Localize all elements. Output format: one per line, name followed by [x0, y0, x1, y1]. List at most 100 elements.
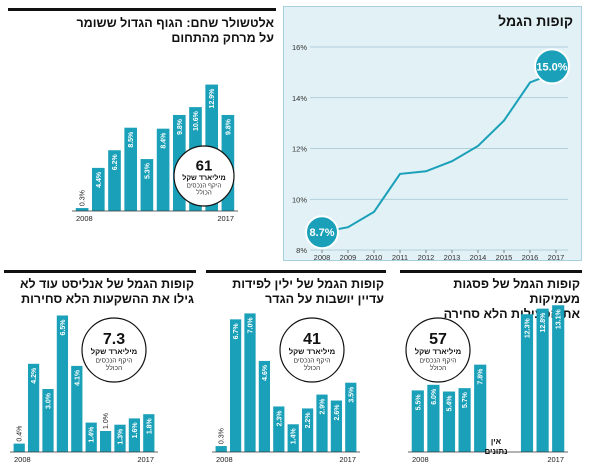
total-caption-line-1: היקף הנכסים — [187, 183, 222, 190]
bar-value-label: 8.5% — [128, 131, 135, 148]
bar — [56, 315, 69, 452]
bar — [474, 364, 487, 452]
bar-value-label: 10.6% — [193, 110, 200, 131]
yalin-title-line-2: עדיין יושבות על הגדר — [265, 292, 384, 306]
bar — [143, 414, 155, 452]
bar-value-label: 1.4% — [291, 428, 298, 445]
bar-value-label: 12.3% — [525, 317, 532, 338]
bar-value-label: 0.3% — [80, 190, 87, 206]
yalin-title: קופות הגמל של ילין לפידות עדיין יושבות ע… — [206, 277, 384, 307]
bar-value-label: 4.4% — [96, 171, 103, 188]
bar — [287, 424, 299, 452]
no-data-label-line-2: נתונים — [484, 447, 507, 456]
bar — [273, 406, 285, 452]
bar-value-label: 9.8% — [225, 118, 232, 135]
bar — [442, 391, 456, 452]
altshuler-bar-chart: 0.3% 4.4% 6.2% 8.5% 5.3% 8.4% 9.8% 10.6% 12.9% 9.… — [72, 84, 238, 223]
first-year-label: 2008 — [76, 214, 93, 223]
x-tick-label: 2016 — [522, 253, 539, 262]
total-unit: מיליארד שקל — [289, 347, 335, 356]
y-tick-label: 12% — [292, 145, 307, 154]
total-caption-line-2: הכולל — [106, 364, 123, 372]
bar — [156, 128, 170, 211]
bar-value-label: 12.8% — [540, 312, 547, 333]
psagot-panel: קופות הגמל של פסגות מעמיקות את הפעילות ה… — [400, 270, 582, 466]
yalin-title-line-1: קופות הגמל של ילין לפידות — [232, 277, 384, 291]
last-year-label: 2017 — [137, 455, 154, 464]
total-value: 41 — [303, 331, 321, 348]
total-unit: מיליארד שקל — [415, 347, 461, 356]
start-badge-label: 8.7% — [309, 227, 334, 239]
bar-value-label: 1.0% — [103, 413, 110, 429]
bar — [229, 319, 242, 452]
total-bubble — [279, 317, 345, 383]
bar — [27, 363, 40, 452]
total-bubble — [173, 145, 235, 207]
bar — [85, 422, 97, 452]
analyst-title: קופות הגמל של אנליסט עוד לא גילו את ההשק… — [4, 277, 194, 307]
bar — [411, 390, 424, 452]
bar — [301, 408, 314, 452]
x-tick-label: 2014 — [470, 253, 487, 262]
total-bubble — [81, 317, 147, 383]
bar — [75, 208, 89, 211]
end-badge — [534, 48, 570, 85]
bar — [140, 159, 154, 211]
bar-value-label: 0.3% — [219, 428, 226, 444]
end-badge-label: 15.0% — [536, 61, 567, 73]
first-year-label: 2008 — [216, 455, 233, 464]
bar — [13, 443, 25, 452]
last-year-label: 2017 — [339, 455, 356, 464]
bar-value-label: 1.8% — [146, 417, 153, 434]
bar — [258, 360, 271, 452]
bar-value-label: 3.5% — [348, 386, 355, 403]
first-year-label: 2008 — [412, 455, 429, 464]
analyst-bar-chart: 0.4% 4.2% 3.0% 6.5% 4.1% 1.4% 1.0% 1.3% 1.6% 1.8%… — [10, 315, 158, 464]
bar-value-label: 2.3% — [276, 410, 283, 427]
bar-value-label: 1.6% — [132, 422, 139, 439]
bar — [42, 389, 54, 452]
total-value: 57 — [429, 331, 447, 348]
x-tick-label: 2011 — [392, 253, 408, 262]
line-chart-title: קופות הגמל — [498, 13, 573, 29]
y-tick-label: 14% — [292, 94, 307, 103]
total-unit: מיליארד שקל — [182, 173, 226, 182]
bar-value-label: 5.4% — [447, 395, 454, 412]
altshuler-title-line-1: אלטשולר שחם: הגוף הגדול ששומר — [76, 16, 274, 30]
x-tick-label: 2010 — [366, 253, 383, 262]
bar — [330, 400, 343, 452]
x-tick-label: 2017 — [548, 253, 565, 262]
psagot-title-line-1: קופות הגמל של פסגות מעמיקות — [453, 277, 580, 306]
no-data-label-line-1: אין — [491, 437, 502, 446]
bar-value-label: 5.5% — [415, 394, 422, 411]
altshuler-title: אלטשולר שחם: הגוף הגדול ששומר על מרחק מה… — [14, 16, 274, 46]
bar-value-label: 4.2% — [31, 367, 38, 384]
analyst-title-line-2: גילו את ההשקעות הלא סחירות — [21, 292, 194, 306]
first-year-label: 2008 — [14, 455, 31, 464]
bar — [71, 365, 83, 452]
yalin-panel: קופות הגמל של ילין לפידות עדיין יושבות ע… — [206, 270, 386, 466]
bar-value-label: 7.0% — [248, 317, 255, 334]
bar — [345, 382, 357, 452]
bar — [128, 418, 141, 452]
yalin-bar-chart: 0.3% 6.7% 7.0% 4.6% 2.3% 1.4% 2.2% 2.9% 2.6% 3.5%… — [212, 313, 360, 464]
bar — [114, 424, 126, 452]
bar — [520, 314, 534, 452]
bar-value-label: 2.9% — [320, 398, 327, 415]
bar-value-label: 13.1% — [556, 309, 563, 330]
bar-value-label: 6.5% — [60, 319, 67, 336]
analyst-title-line-1: קופות הגמל של אנליסט עוד לא — [19, 277, 194, 291]
line-chart-panel: קופות הגמל 8% 10% 12% 14% 16% 2008 2009 2010 201… — [283, 6, 582, 262]
bar-value-label: 2.2% — [305, 412, 312, 429]
total-caption-line-1: היקף הנכסים — [420, 357, 457, 364]
bar — [552, 305, 565, 452]
bar — [91, 167, 105, 211]
total-caption-line-1: היקף הנכסים — [294, 357, 331, 364]
y-tick-label: 8% — [296, 246, 307, 255]
bar-value-label: 6.2% — [112, 153, 119, 170]
bar-value-label: 6.0% — [431, 388, 438, 405]
bar-value-label: 1.3% — [118, 428, 125, 445]
bar — [536, 308, 549, 452]
bar-value-label: 9.8% — [177, 118, 184, 135]
bar — [427, 384, 440, 452]
